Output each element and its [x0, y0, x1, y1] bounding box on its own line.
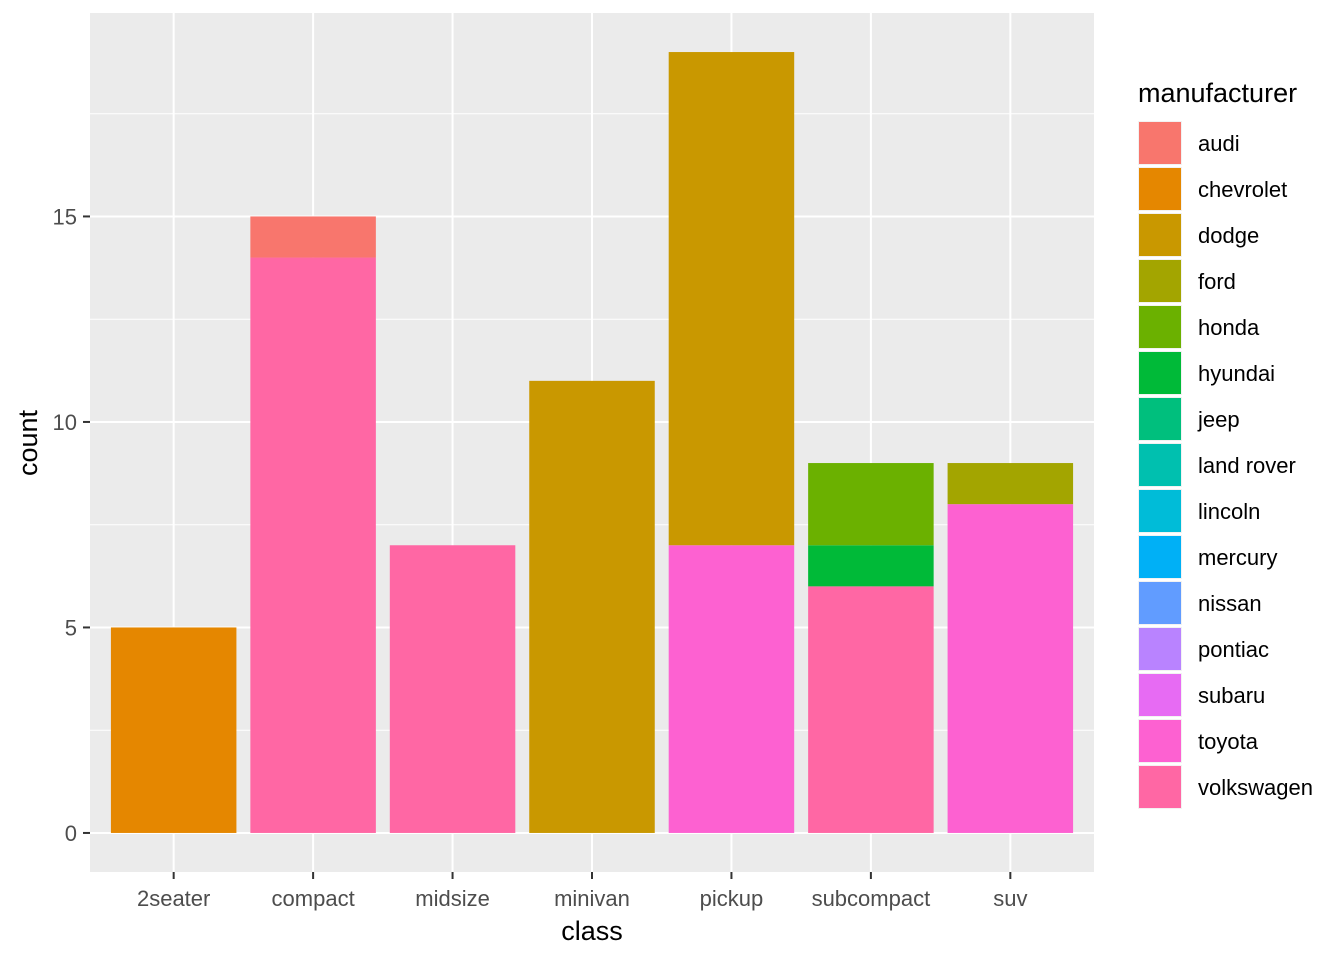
bar-segment [529, 380, 655, 833]
legend: audi chevrolet dodge ford honda hyundai jeep la… [1138, 121, 1313, 809]
x-tick-label: compact [272, 886, 355, 911]
legend-key [1139, 168, 1181, 210]
legend-label: pontiac [1198, 637, 1269, 662]
legend-key [1139, 260, 1181, 302]
legend-key [1139, 674, 1181, 716]
bars [110, 52, 1074, 833]
x-tick-label: minivan [554, 886, 630, 911]
legend-label: honda [1198, 315, 1260, 340]
x-axis-title: class [561, 916, 623, 946]
legend-key [1139, 536, 1181, 578]
legend-key [1139, 766, 1181, 808]
legend-label: lincoln [1198, 499, 1260, 524]
bar-segment [668, 52, 795, 546]
bar-segment [808, 545, 934, 587]
legend-key [1139, 214, 1181, 256]
bar-segment [808, 463, 934, 546]
legend-label: hyundai [1198, 361, 1275, 386]
legend-label: land rover [1198, 453, 1296, 478]
bar-segment [110, 627, 237, 833]
y-tick-label: 10 [53, 410, 77, 435]
legend-key [1139, 122, 1181, 164]
x-tick-label: pickup [700, 886, 764, 911]
legend-key [1139, 582, 1181, 624]
y-axis: 0 5 10 15 [53, 204, 90, 846]
legend-key [1139, 306, 1181, 348]
legend-label: chevrolet [1198, 177, 1287, 202]
x-tick-label: subcompact [812, 886, 931, 911]
legend-label: dodge [1198, 223, 1259, 248]
bar-segment [250, 257, 376, 833]
x-tick-label: midsize [415, 886, 490, 911]
legend-label: audi [1198, 131, 1240, 156]
x-axis: 2seater compact midsize minivan pickup subcom… [137, 872, 1027, 911]
bar-segment [947, 463, 1074, 505]
legend-key [1139, 352, 1181, 394]
bar-segment [250, 216, 376, 258]
legend-key [1139, 444, 1181, 486]
bar-segment [668, 545, 795, 833]
y-axis-title: count [13, 409, 43, 476]
legend-label: nissan [1198, 591, 1262, 616]
legend-label: toyota [1198, 729, 1259, 754]
x-tick-label: 2seater [137, 886, 210, 911]
legend-key [1139, 628, 1181, 670]
bar-segment [808, 586, 934, 833]
y-tick-label: 0 [65, 821, 77, 846]
bar-segment [947, 504, 1074, 833]
legend-label: volkswagen [1198, 775, 1313, 800]
x-tick-label: suv [993, 886, 1027, 911]
y-tick-label: 15 [53, 204, 77, 229]
legend-label: mercury [1198, 545, 1277, 570]
legend-label: ford [1198, 269, 1236, 294]
bar-segment [389, 545, 516, 833]
legend-label: jeep [1197, 407, 1240, 432]
legend-label: subaru [1198, 683, 1265, 708]
legend-key [1139, 490, 1181, 532]
y-tick-label: 5 [65, 615, 77, 640]
legend-key [1139, 398, 1181, 440]
legend-title: manufacturer [1138, 78, 1297, 108]
legend-key [1139, 720, 1181, 762]
